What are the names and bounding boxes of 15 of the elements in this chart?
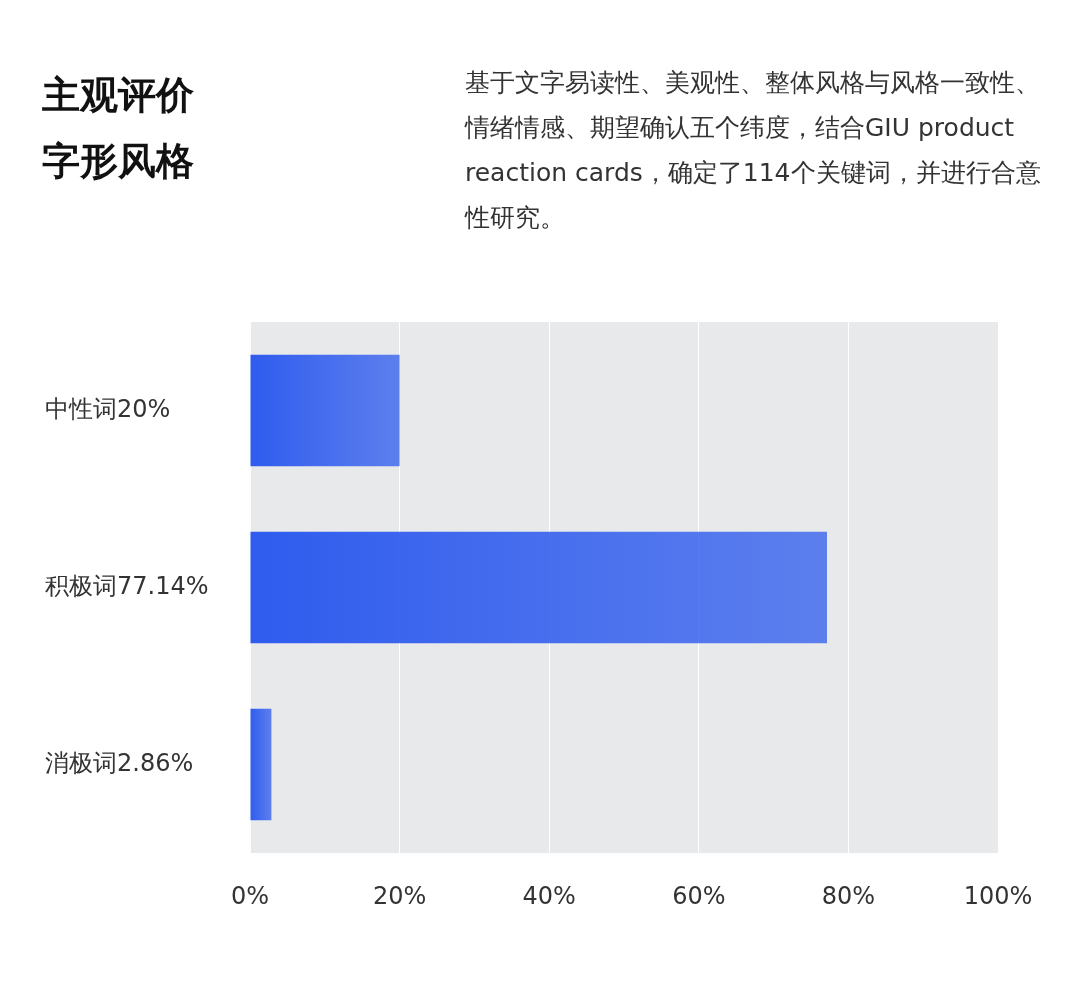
x-tick-label: 40% [522,881,576,910]
x-tick-label: 60% [672,881,726,910]
bar [250,531,828,644]
x-tick-label: 0% [230,881,270,910]
y-tick-label: 消极词2.86% [45,748,194,777]
x-tick-label: 100% [963,881,1033,910]
chart-subtitle: 字形风格 [42,138,194,185]
y-tick-label: 中性词20% [45,394,171,423]
bar [250,708,272,821]
x-tick-label: 80% [821,881,876,910]
text: 基于文字易读性、美观性、整体风格与风格一致性、情绪情感、期望确认五个纬度，结合GIU product reaction cards，确定了114个关键词，并进行合意性研究。 [465,67,1042,234]
x-tick-label: 20% [372,881,427,910]
bar [250,354,400,467]
chart-title: 主观评价 [42,72,194,119]
y-tick-label: 积极词77.14% [45,571,209,600]
